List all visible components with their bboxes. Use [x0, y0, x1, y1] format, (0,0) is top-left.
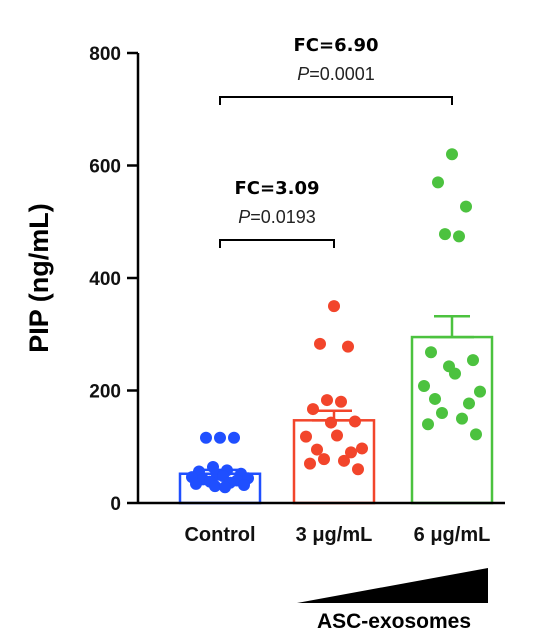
p-symbol: P	[297, 64, 309, 84]
data-point	[356, 442, 368, 455]
y-tick-label: 200	[89, 382, 121, 403]
p-value-label: P=0.0001	[297, 64, 375, 84]
data-point	[335, 395, 347, 408]
data-point	[325, 416, 337, 429]
y-tick-label: 800	[89, 44, 121, 65]
fold-change-label: FC=3.09	[235, 178, 320, 199]
comparison: FC=6.90 P=0.0001	[219, 35, 453, 105]
data-point	[446, 148, 458, 161]
significance-bracket	[219, 96, 453, 105]
data-point	[449, 367, 461, 380]
x-tick-label: 6 μg/mL	[414, 524, 491, 546]
bar-group	[292, 300, 376, 505]
x-tick-label: Control	[184, 524, 255, 546]
data-point	[463, 397, 475, 410]
y-ticks: 0 200 400 600 800	[89, 44, 138, 515]
data-point	[300, 430, 312, 443]
significance-bracket	[219, 239, 335, 248]
data-point	[470, 428, 482, 441]
data-point	[456, 412, 468, 425]
data-point	[342, 340, 354, 353]
data-point	[311, 443, 323, 456]
data-point	[467, 354, 479, 367]
group-label: ASC-exosomes	[317, 610, 471, 633]
y-tick-label: 400	[89, 269, 121, 290]
y-axis: 0 200 400 600 800	[89, 44, 140, 515]
data-point	[328, 300, 340, 313]
data-point	[200, 431, 212, 444]
data-point	[338, 454, 350, 467]
data-point	[439, 228, 451, 241]
fold-change-label: FC=6.90	[294, 35, 379, 56]
data-point	[190, 477, 202, 490]
x-tick-label: 3 μg/mL	[296, 524, 373, 546]
data-point	[460, 200, 472, 213]
y-tick-label: 600	[89, 157, 121, 178]
data-point	[422, 418, 434, 431]
data-point	[238, 479, 250, 491]
data-point	[352, 463, 364, 476]
bar-group	[178, 431, 262, 505]
data-point	[228, 431, 240, 444]
data-point	[214, 431, 226, 444]
data-point	[318, 453, 330, 466]
y-tick-label: 0	[110, 494, 121, 515]
dose-gradient-wedge	[297, 568, 488, 603]
data-point	[345, 446, 357, 459]
data-point	[209, 480, 221, 493]
data-point	[349, 415, 361, 428]
bar-group	[410, 148, 494, 505]
p-value: =0.0193	[250, 207, 316, 227]
data-point	[474, 385, 486, 398]
data-point	[321, 394, 333, 407]
p-value-label: P=0.0193	[238, 207, 316, 227]
p-value: =0.0001	[309, 64, 375, 84]
x-tick-labels: Control 3 μg/mL 6 μg/mL	[184, 524, 490, 546]
data-point	[418, 380, 430, 392]
p-symbol: P	[238, 207, 250, 227]
data-point	[314, 337, 326, 350]
comparison: FC=3.09 P=0.0193	[219, 178, 335, 248]
y-axis-label: PIP (ng/mL)	[24, 203, 54, 353]
data-point	[219, 481, 231, 494]
data-point	[436, 407, 448, 419]
data-point	[425, 346, 437, 359]
data-point	[331, 429, 343, 442]
data-point	[307, 403, 319, 416]
data-point	[429, 392, 441, 405]
data-point	[432, 176, 444, 189]
data-point	[304, 457, 316, 470]
bars	[138, 148, 505, 505]
data-point	[453, 230, 465, 243]
